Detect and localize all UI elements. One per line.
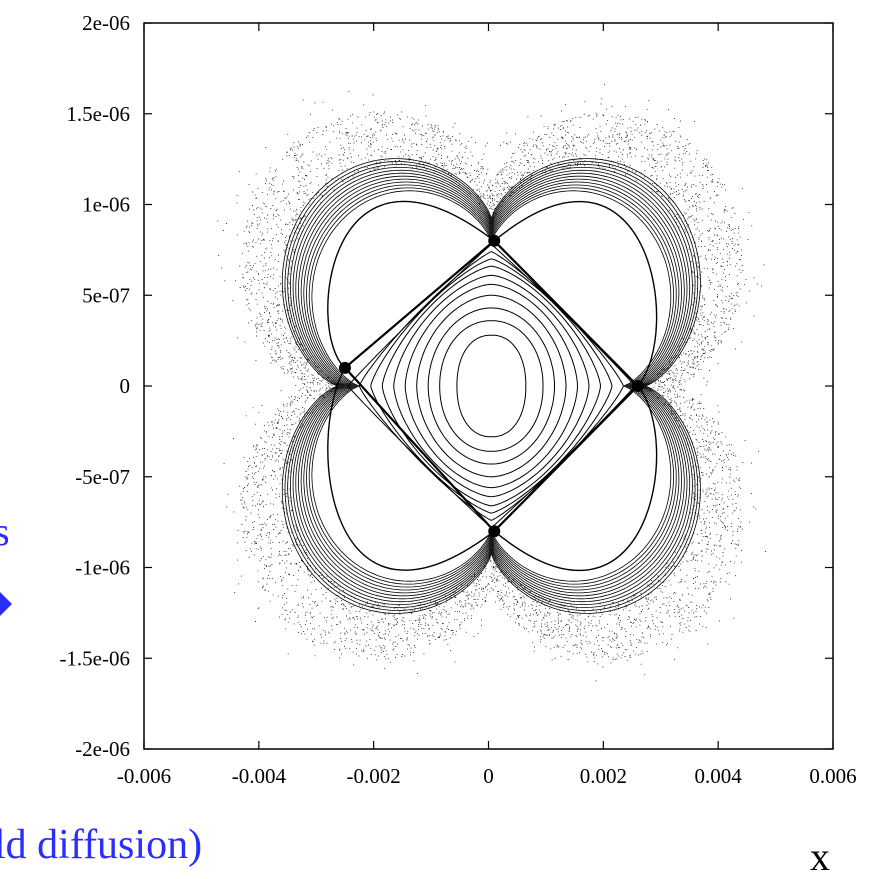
overlay-left-fragment: s bbox=[0, 509, 10, 554]
central-invariant-curve bbox=[456, 334, 527, 438]
y-tick-label: -5e-07 bbox=[75, 465, 130, 489]
central-invariant-curve bbox=[393, 274, 590, 498]
y-tick-label: 0 bbox=[120, 374, 131, 398]
central-invariant-curve bbox=[381, 265, 602, 507]
outer-layer-curve bbox=[308, 187, 674, 585]
outer-layer-curve bbox=[300, 178, 682, 594]
outer-layer-curve bbox=[287, 164, 696, 608]
x-tick-label: -0.006 bbox=[117, 764, 171, 788]
overlay-caption-fragment: ld diffusion) bbox=[0, 822, 202, 868]
blue-arrow-icon bbox=[0, 592, 12, 616]
outer-layer-curve bbox=[284, 161, 699, 611]
y-tick-label: 2e-06 bbox=[82, 11, 130, 35]
x-tick-label: 0 bbox=[483, 764, 494, 788]
central-invariant-curve bbox=[416, 294, 567, 478]
outer-layer-curve bbox=[306, 184, 677, 588]
central-invariant-curve bbox=[427, 307, 555, 465]
y-tick-label: -1.5e-06 bbox=[59, 646, 130, 670]
outer-layer-curve bbox=[292, 169, 691, 603]
outer-layer-curve bbox=[303, 181, 680, 591]
y-tick-label: -2e-06 bbox=[75, 737, 130, 761]
plot-area bbox=[143, 22, 834, 750]
outer-layer-curve bbox=[298, 175, 685, 597]
outer-layer-curve bbox=[290, 167, 693, 605]
x-tick-label: -0.004 bbox=[232, 764, 287, 788]
y-tick-label: 1e-06 bbox=[82, 193, 130, 217]
invariant-curves-layer bbox=[281, 158, 701, 614]
lobe-separatrix bbox=[493, 385, 658, 572]
central-invariant-curve bbox=[439, 320, 544, 452]
x-tick-label: 0.006 bbox=[809, 764, 856, 788]
chaotic-scatter bbox=[217, 83, 766, 682]
x-tick-label: -0.002 bbox=[347, 764, 401, 788]
central-invariant-curve bbox=[347, 243, 636, 529]
outer-layer-curve bbox=[295, 172, 688, 600]
central-invariant-curve bbox=[404, 283, 579, 489]
lobe-separatrix bbox=[327, 367, 495, 571]
lobe-separatrix bbox=[493, 200, 658, 387]
y-tick-label: 1.5e-06 bbox=[66, 102, 130, 126]
y-tick-label: -1e-06 bbox=[75, 556, 130, 580]
lobe-separatrix bbox=[327, 200, 495, 369]
x-tick-label: 0.004 bbox=[695, 764, 743, 788]
chaotic-scatter-layer bbox=[217, 83, 766, 682]
x-tick-label: 0.002 bbox=[580, 764, 627, 788]
x-axis-label: x bbox=[810, 834, 830, 879]
ticks-layer: -0.006 -0.004 -0.002 0 0.002 0.004 0.006 2e-06 1… bbox=[59, 11, 856, 788]
y-tick-label: 5e-07 bbox=[82, 283, 130, 307]
central-invariant-curve bbox=[370, 258, 613, 514]
